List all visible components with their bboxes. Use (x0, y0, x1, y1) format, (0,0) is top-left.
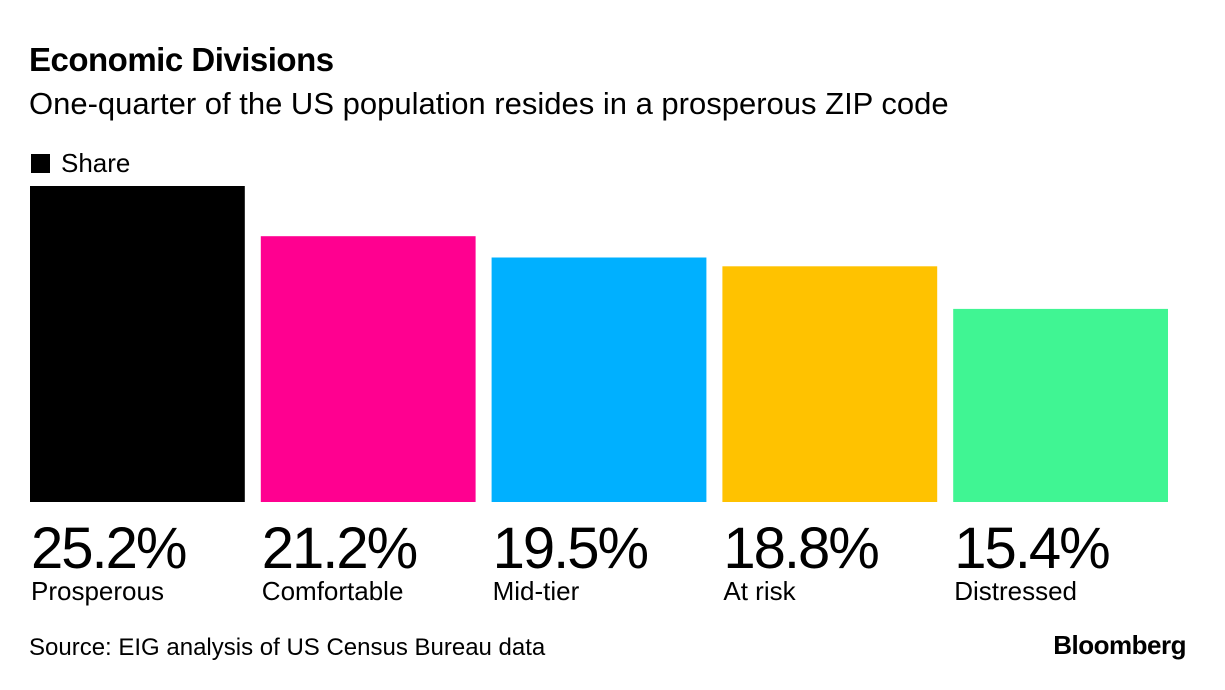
bar-prosperous (30, 186, 245, 502)
category-label: Prosperous (31, 576, 164, 606)
legend-swatch (31, 153, 50, 173)
bar-mid-tier (491, 257, 707, 502)
legend: Share (31, 148, 130, 178)
value-label: 15.4% (954, 516, 1109, 581)
legend-label: Share (61, 147, 131, 178)
value-label: 19.5% (493, 516, 648, 581)
category-label: Distressed (954, 576, 1077, 606)
category-label: At risk (723, 576, 796, 606)
category-label: Comfortable (262, 576, 404, 606)
value-label: 25.2% (31, 516, 186, 581)
chart-subtitle: One-quarter of the US population resides… (29, 86, 949, 121)
bar-at-risk (722, 266, 938, 502)
source-note: Source: EIG analysis of US Census Bureau… (29, 634, 546, 661)
brand-logo: Bloomberg (1053, 630, 1186, 660)
chart-title: Economic Divisions (29, 41, 334, 78)
bar-distressed (953, 308, 1168, 502)
category-label: Mid-tier (493, 576, 580, 606)
value-label: 21.2% (262, 516, 417, 581)
value-label: 18.8% (723, 516, 878, 581)
bar-comfortable (260, 236, 476, 502)
